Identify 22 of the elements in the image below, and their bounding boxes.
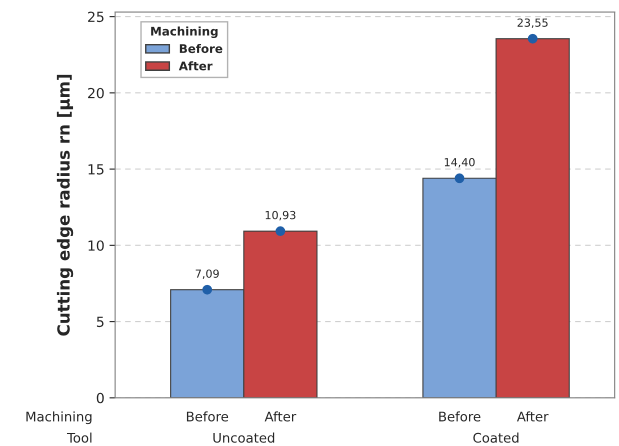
legend-label: After: [178, 61, 213, 70]
y-tick-label: 0: [96, 392, 104, 404]
text: After: [264, 411, 296, 422]
y-tick-label: 5: [96, 316, 104, 328]
text: Before: [186, 411, 228, 422]
text: Before: [439, 411, 480, 422]
y-tick-label: 25: [88, 12, 104, 22]
x-tick-label: Uncoated: [213, 432, 274, 443]
legend-title: Machining: [151, 26, 218, 38]
text: After: [516, 411, 549, 422]
y-tick-label: 15: [88, 164, 104, 175]
y-tick-label: 10: [88, 240, 104, 251]
y-tick-label: 20: [88, 88, 104, 98]
data-label: 10,93: [266, 210, 296, 220]
data-label: 14,40: [444, 158, 475, 168]
data-label: 23,55: [518, 18, 548, 28]
data-label: 7,09: [196, 269, 219, 279]
text: Machining: [26, 411, 92, 424]
y-axis-title: Cutting edge radius rn [µm]: [56, 74, 74, 336]
x-tick-label: Coated: [473, 432, 518, 443]
text: Tool: [66, 432, 92, 443]
legend-label: Before: [180, 44, 222, 54]
